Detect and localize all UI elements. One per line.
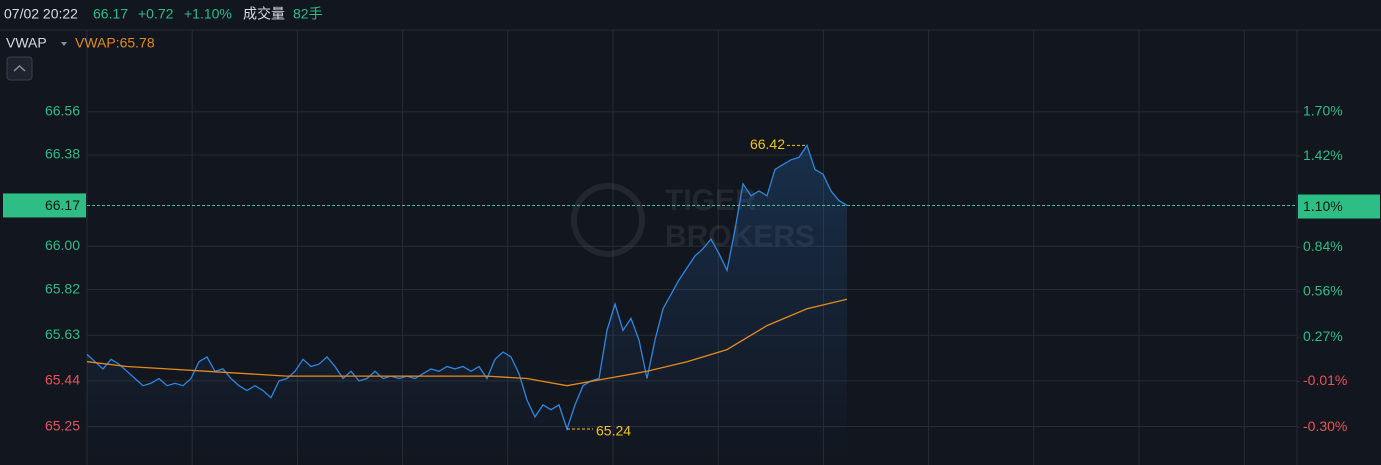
pct-tag-label: 1.10% (1303, 198, 1343, 214)
header-time: 07/02 20:22 (4, 6, 78, 22)
header-volume-label: 成交量 (243, 6, 285, 22)
y-tick-label: 65.44 (45, 372, 80, 388)
y2-tick-label: 1.70% (1303, 103, 1343, 119)
y-tick-label: 66.38 (45, 146, 80, 162)
header-price: 66.17 (93, 6, 128, 22)
watermark-logo (571, 183, 645, 257)
collapse-button[interactable] (6, 56, 33, 81)
vwap-line (86, 298, 848, 387)
high-label: 66.42 (750, 136, 785, 152)
header-change-pct: +1.10% (184, 6, 232, 22)
collapse-icon (13, 64, 26, 72)
pct-tag (1298, 194, 1380, 219)
dropdown-arrow[interactable] (61, 42, 67, 46)
indicator-legend: VWAP VWAP:65.78 (6, 35, 155, 81)
plot: 66.42 65.24 (86, 136, 1297, 465)
y-tick-label: 65.25 (45, 417, 80, 433)
low-label: 65.24 (596, 423, 631, 439)
y-tick-label: 66.56 (45, 102, 80, 118)
header-change: +0.72 (138, 6, 174, 22)
header-volume: 82手 (293, 6, 323, 22)
y-tick-label: 65.82 (45, 280, 80, 296)
y2-tick-label: -0.30% (1303, 418, 1347, 434)
price-tag (3, 193, 86, 218)
header: 07/02 20:22 66.17 +0.72 +1.10% 成交量 82手 (4, 6, 323, 22)
indicator-name[interactable]: VWAP (6, 35, 47, 51)
y2-tick-label: 0.56% (1303, 282, 1343, 298)
y2-tick-label: 1.42% (1303, 147, 1343, 163)
y2-tick-label: -0.01% (1303, 372, 1347, 388)
price-tag-label: 66.17 (45, 197, 80, 213)
price-line (86, 143, 848, 432)
axes: 65.25 65.44 65.63 65.82 66.00 66.38 66.56 -0.30… (3, 102, 1380, 434)
indicator-value: VWAP:65.78 (75, 35, 155, 51)
y2-tick-label: 0.84% (1303, 238, 1343, 254)
y2-tick-label: 0.27% (1303, 328, 1343, 344)
y-tick-label: 65.63 (45, 326, 80, 342)
y-tick-label: 66.00 (45, 237, 80, 253)
